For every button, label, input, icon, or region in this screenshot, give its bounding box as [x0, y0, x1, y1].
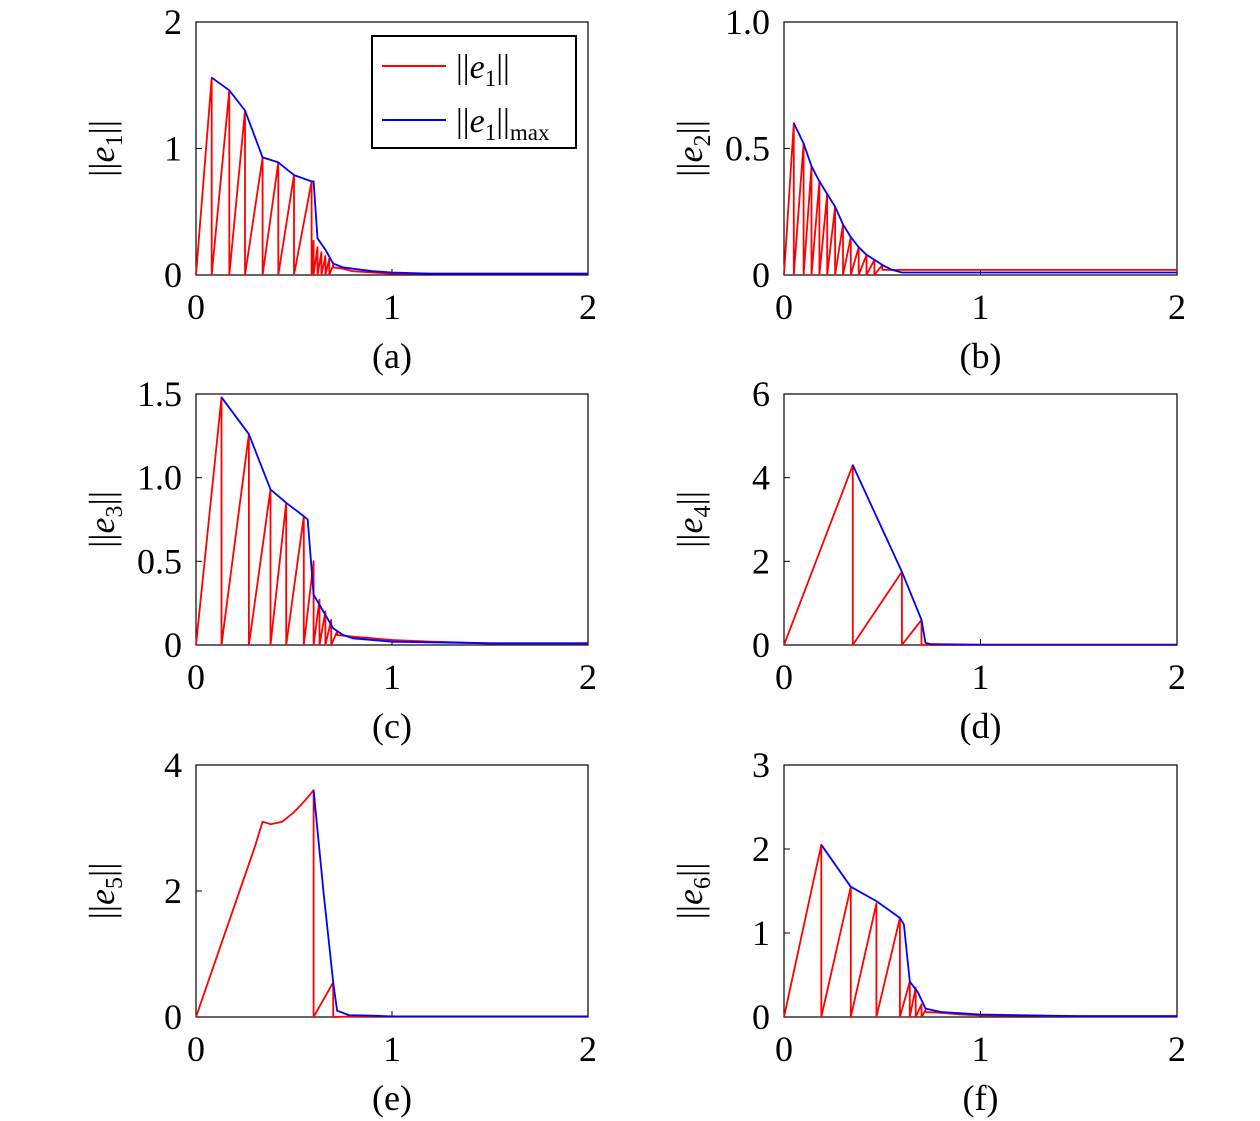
y-tick-label: 4: [164, 745, 182, 785]
subplot-d: 0 1 2 0 2 4 6 ||e4|| (d): [670, 374, 1186, 746]
series-line-max: [792, 122, 1177, 274]
y-axis-label-text: ||e2||: [670, 120, 716, 177]
y-axis-label: ||e4||: [670, 491, 716, 548]
y-tick-label: 0: [164, 625, 182, 665]
y-tick-label: 0.5: [725, 129, 770, 169]
plot-frame-d: [783, 393, 1178, 646]
y-tick-label: 1.0: [137, 458, 182, 498]
series-line-norm: [783, 843, 1177, 1018]
subplot-a: 0 1 2 0 1 2 ||e1|| (a) ||e1|| ||e1||max: [82, 2, 597, 376]
series-line-norm: [195, 396, 588, 646]
subplot-caption: (d): [960, 706, 1002, 746]
x-tick-label: 2: [1168, 657, 1186, 697]
y-tick-label: 6: [752, 374, 770, 414]
y-tick-label: 2: [164, 871, 182, 911]
y-axis-label: ||e3||: [82, 491, 128, 548]
y-tick-label: 2: [752, 541, 770, 581]
series-line-max: [220, 396, 588, 645]
series-line-max: [851, 464, 1177, 646]
x-tick-label: 1: [383, 287, 401, 327]
series-line-max: [211, 76, 588, 275]
y-tick-label: 0: [164, 997, 182, 1037]
y-tick-label: 1: [752, 913, 770, 953]
plot-frame-b: [783, 21, 1178, 276]
y-axis-label-text: ||e5||: [82, 863, 128, 920]
x-tick-label: 2: [1168, 1029, 1186, 1069]
y-tick-label: 0: [164, 255, 182, 295]
subplot-caption: (a): [372, 336, 412, 376]
y-axis-label-text: ||e4||: [670, 491, 716, 548]
subplot-b: 0 1 2 0 0.5 1.0 ||e2|| (b): [670, 2, 1186, 376]
y-tick-label: 0: [752, 625, 770, 665]
x-tick-label: 0: [187, 287, 205, 327]
series-line-max: [312, 790, 588, 1018]
y-axis-label: ||e1||: [82, 120, 128, 177]
x-tick-label: 0: [775, 657, 793, 697]
subplot-caption: (f): [963, 1078, 999, 1118]
y-tick-label: 3: [752, 745, 770, 785]
y-tick-label: 1: [164, 129, 182, 169]
legend-label: ||e1||max: [456, 103, 550, 145]
plot-frame-f: [783, 764, 1178, 1018]
x-tick-label: 2: [579, 657, 597, 697]
x-tick-label: 2: [579, 287, 597, 327]
y-axis-label-text: ||e3||: [82, 491, 128, 548]
x-tick-label: 0: [775, 1029, 793, 1069]
x-tick-label: 1: [972, 657, 990, 697]
subplot-f: 0 1 2 0 1 2 3 ||e6|| (f): [670, 745, 1186, 1118]
x-tick-label: 2: [579, 1029, 597, 1069]
x-tick-label: 1: [972, 1029, 990, 1069]
legend: ||e1|| ||e1||max: [371, 35, 577, 149]
y-tick-label: 2: [164, 2, 182, 42]
x-tick-label: 1: [383, 1029, 401, 1069]
plot-frame-e: [195, 764, 589, 1018]
y-tick-label: 4: [752, 458, 770, 498]
y-tick-label: 0: [752, 255, 770, 295]
y-axis-label: ||e2||: [670, 120, 716, 177]
legend-box: [371, 35, 577, 149]
y-tick-label: 2: [752, 829, 770, 869]
plot-frame-c: [195, 393, 589, 646]
x-tick-label: 1: [972, 287, 990, 327]
subplot-e: 0 1 2 0 2 4 ||e5|| (e): [82, 745, 597, 1118]
series-line-max: [820, 844, 1177, 1018]
y-tick-label: 0.5: [137, 541, 182, 581]
x-tick-label: 0: [187, 1029, 205, 1069]
y-tick-label: 1.0: [725, 2, 770, 42]
y-tick-label: 1.5: [137, 374, 182, 414]
x-tick-label: 0: [775, 287, 793, 327]
series-line-norm: [195, 76, 588, 276]
subplot-c: 0 1 2 0 0.5 1.0 1.5 ||e3|| (c): [82, 374, 597, 746]
subplot-caption: (b): [960, 336, 1002, 376]
y-axis-label-text: ||e1||: [82, 120, 128, 177]
legend-label: ||e1||: [456, 49, 510, 91]
y-axis-label: ||e6||: [670, 863, 716, 920]
subplot-caption: (c): [372, 706, 412, 746]
y-axis-label-text: ||e6||: [670, 863, 716, 920]
x-tick-label: 0: [187, 657, 205, 697]
y-tick-label: 0: [752, 997, 770, 1037]
x-tick-label: 2: [1168, 287, 1186, 327]
subplot-caption: (e): [372, 1078, 412, 1118]
x-tick-label: 1: [383, 657, 401, 697]
y-axis-label: ||e5||: [82, 863, 128, 920]
